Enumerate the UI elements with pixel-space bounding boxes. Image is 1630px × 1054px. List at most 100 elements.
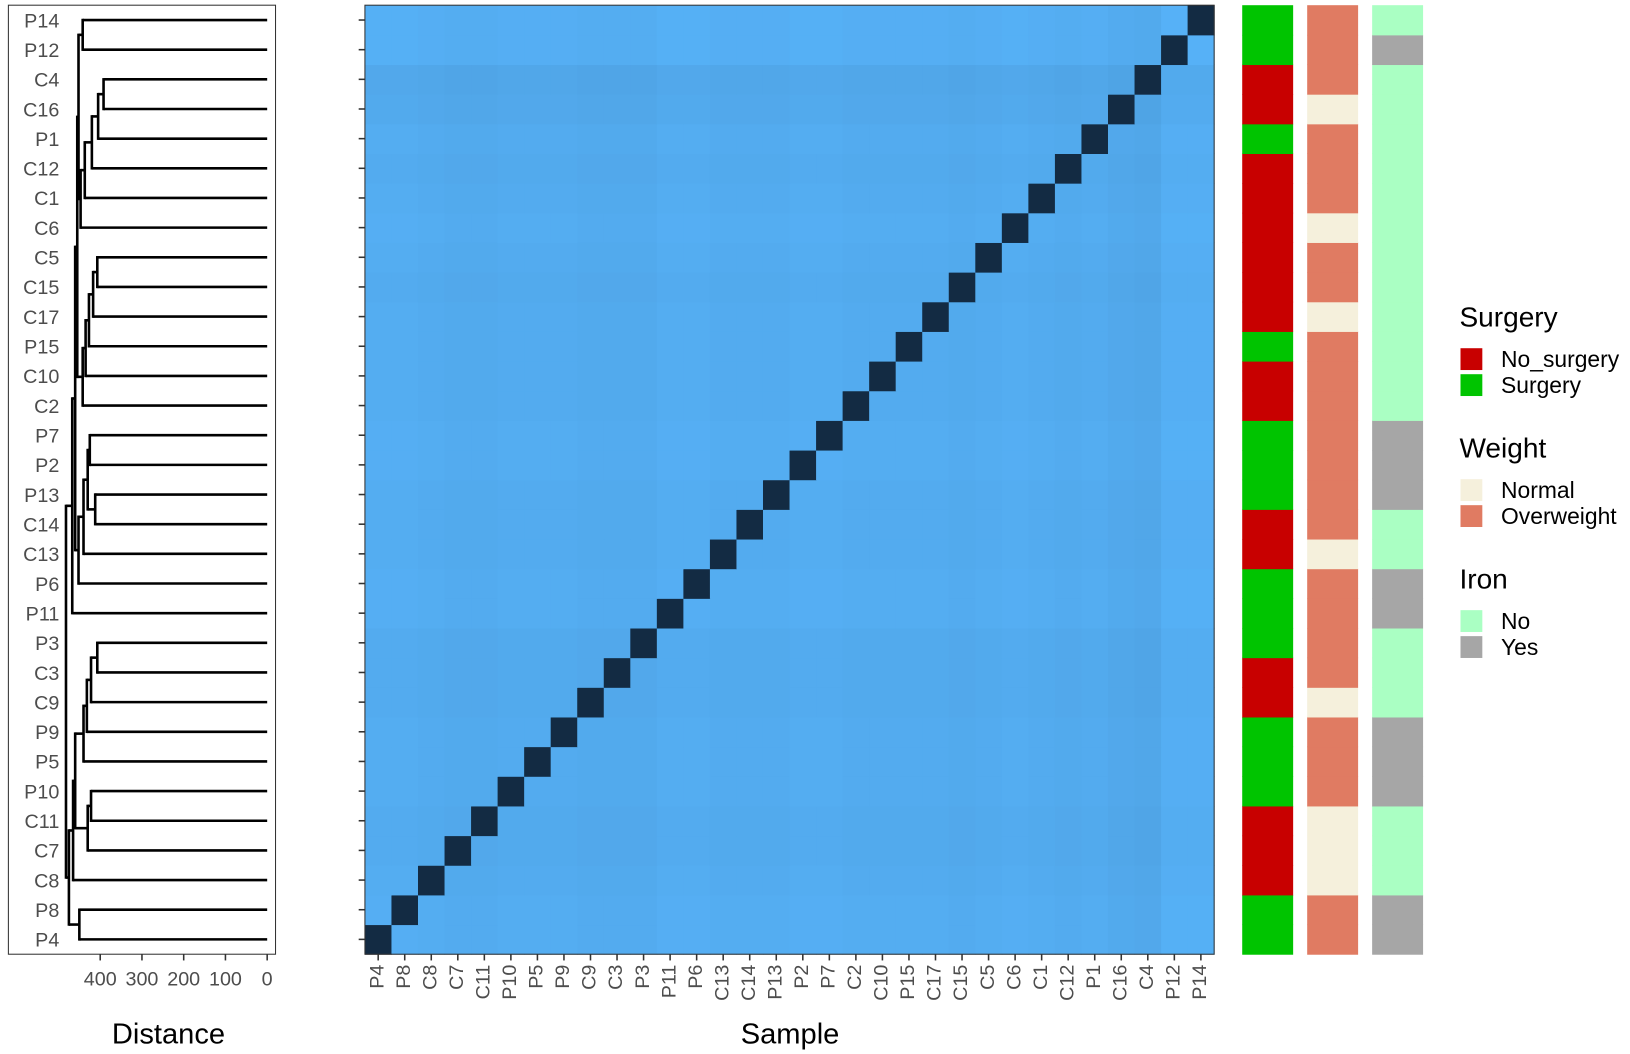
heatmap-cell (656, 627, 684, 659)
heatmap-cell (630, 479, 658, 510)
heatmap-cell (656, 865, 684, 896)
heatmap-cell (1187, 509, 1215, 540)
heatmap-cell (630, 568, 658, 599)
heatmap-cell (842, 657, 870, 688)
heatmap-cell (524, 805, 552, 837)
heatmap-cell (417, 568, 446, 599)
heatmap-cell (497, 479, 525, 510)
heatmap-cell (789, 183, 817, 214)
heatmap-cell (1107, 301, 1136, 332)
heatmap-cell (895, 894, 923, 926)
y-tick-label: C12 (23, 159, 59, 181)
heatmap-cell (948, 657, 976, 688)
heatmap-cell (709, 894, 737, 926)
heatmap-cell (577, 924, 605, 955)
heatmap-cell (550, 5, 578, 36)
heatmap-cell (656, 94, 684, 125)
heatmap-cell (550, 627, 578, 659)
heatmap-cell (816, 390, 844, 421)
heatmap-cell (736, 242, 764, 273)
heatmap-cell (709, 331, 737, 362)
heatmap-cell (524, 894, 552, 926)
heatmap-cell (1187, 687, 1215, 718)
heatmap-cell (895, 716, 923, 748)
heatmap-cell (1081, 272, 1109, 303)
heatmap-cell (471, 123, 499, 155)
heatmap-cell (550, 450, 578, 481)
heatmap-cell (417, 865, 446, 896)
heatmap-cell (497, 657, 525, 688)
heatmap-cell (417, 94, 446, 125)
y-tick-label: C7 (34, 841, 59, 863)
heatmap-cell (762, 924, 791, 955)
heatmap-cell (577, 716, 605, 748)
heatmap-cell (842, 746, 870, 777)
heatmap-cell (391, 94, 419, 125)
heatmap-cell (709, 716, 737, 748)
heatmap-cell (975, 331, 1003, 362)
annotation-cell (1372, 479, 1424, 510)
heatmap-cell (1028, 924, 1056, 955)
heatmap-cell (709, 94, 737, 125)
x-tick-label: C4 (1136, 965, 1158, 990)
heatmap-frame (364, 4, 1215, 955)
heatmap-cell (497, 835, 525, 866)
heatmap-cell (975, 450, 1003, 481)
heatmap-cell (975, 301, 1003, 332)
annotation-cell (1242, 657, 1294, 688)
heatmap-cell (1028, 301, 1056, 332)
heatmap-cell (1134, 776, 1162, 807)
heatmap-cell (550, 865, 578, 896)
y-tick-label: C10 (23, 366, 59, 388)
heatmap-cell (816, 301, 844, 332)
heatmap-cell (497, 627, 525, 659)
heatmap-cell (975, 746, 1003, 777)
heatmap-cell (524, 183, 552, 214)
heatmap-cell (1081, 123, 1109, 155)
heatmap-cell (364, 212, 392, 243)
heatmap-cell (1054, 420, 1082, 451)
annotation-cell (1372, 657, 1424, 688)
heatmap-cell (1028, 894, 1056, 926)
legend-key (1460, 610, 1483, 632)
heatmap-cell (471, 865, 499, 896)
heatmap-cell (922, 479, 950, 510)
heatmap-cell (1107, 34, 1136, 66)
x-tick-label: P8 (393, 965, 415, 989)
heatmap-cell (709, 598, 737, 629)
heatmap-cell (1187, 924, 1215, 955)
heatmap-cell (1187, 894, 1215, 926)
heatmap-cell (975, 123, 1003, 155)
annotation-cell (1307, 509, 1359, 540)
y-tick-label: P6 (35, 574, 59, 596)
annotation-cell (1307, 390, 1359, 421)
heatmap-cell (577, 450, 605, 481)
heatmap-cell (683, 272, 711, 303)
heatmap-cell (471, 539, 499, 570)
heatmap-cell (444, 865, 472, 896)
heatmap-cell (1081, 242, 1109, 273)
heatmap-cell (471, 183, 499, 214)
heatmap-cell (417, 64, 446, 95)
heatmap-cell (1187, 123, 1215, 155)
heatmap-cell (816, 894, 844, 926)
annotation-cell (1307, 212, 1359, 243)
legend-title: Weight (1459, 432, 1546, 463)
heatmap-cell (709, 361, 737, 392)
heatmap-cell (816, 450, 844, 481)
heatmap-cell (1054, 568, 1082, 599)
heatmap-cell (656, 361, 684, 392)
annotation-cell (1307, 34, 1359, 66)
heatmap-cell (550, 361, 578, 392)
heatmap-cell (869, 805, 897, 837)
annotation-cell (1242, 123, 1294, 155)
y-tick-label: C13 (23, 544, 59, 566)
heatmap-cell (444, 568, 472, 599)
heatmap-cell (1134, 450, 1162, 481)
heatmap-cell (471, 94, 499, 125)
heatmap-cell (524, 94, 552, 125)
heatmap-cell (471, 835, 499, 866)
heatmap-cell (895, 123, 923, 155)
annotation-cell (1307, 716, 1359, 748)
heatmap-cell (603, 361, 631, 392)
